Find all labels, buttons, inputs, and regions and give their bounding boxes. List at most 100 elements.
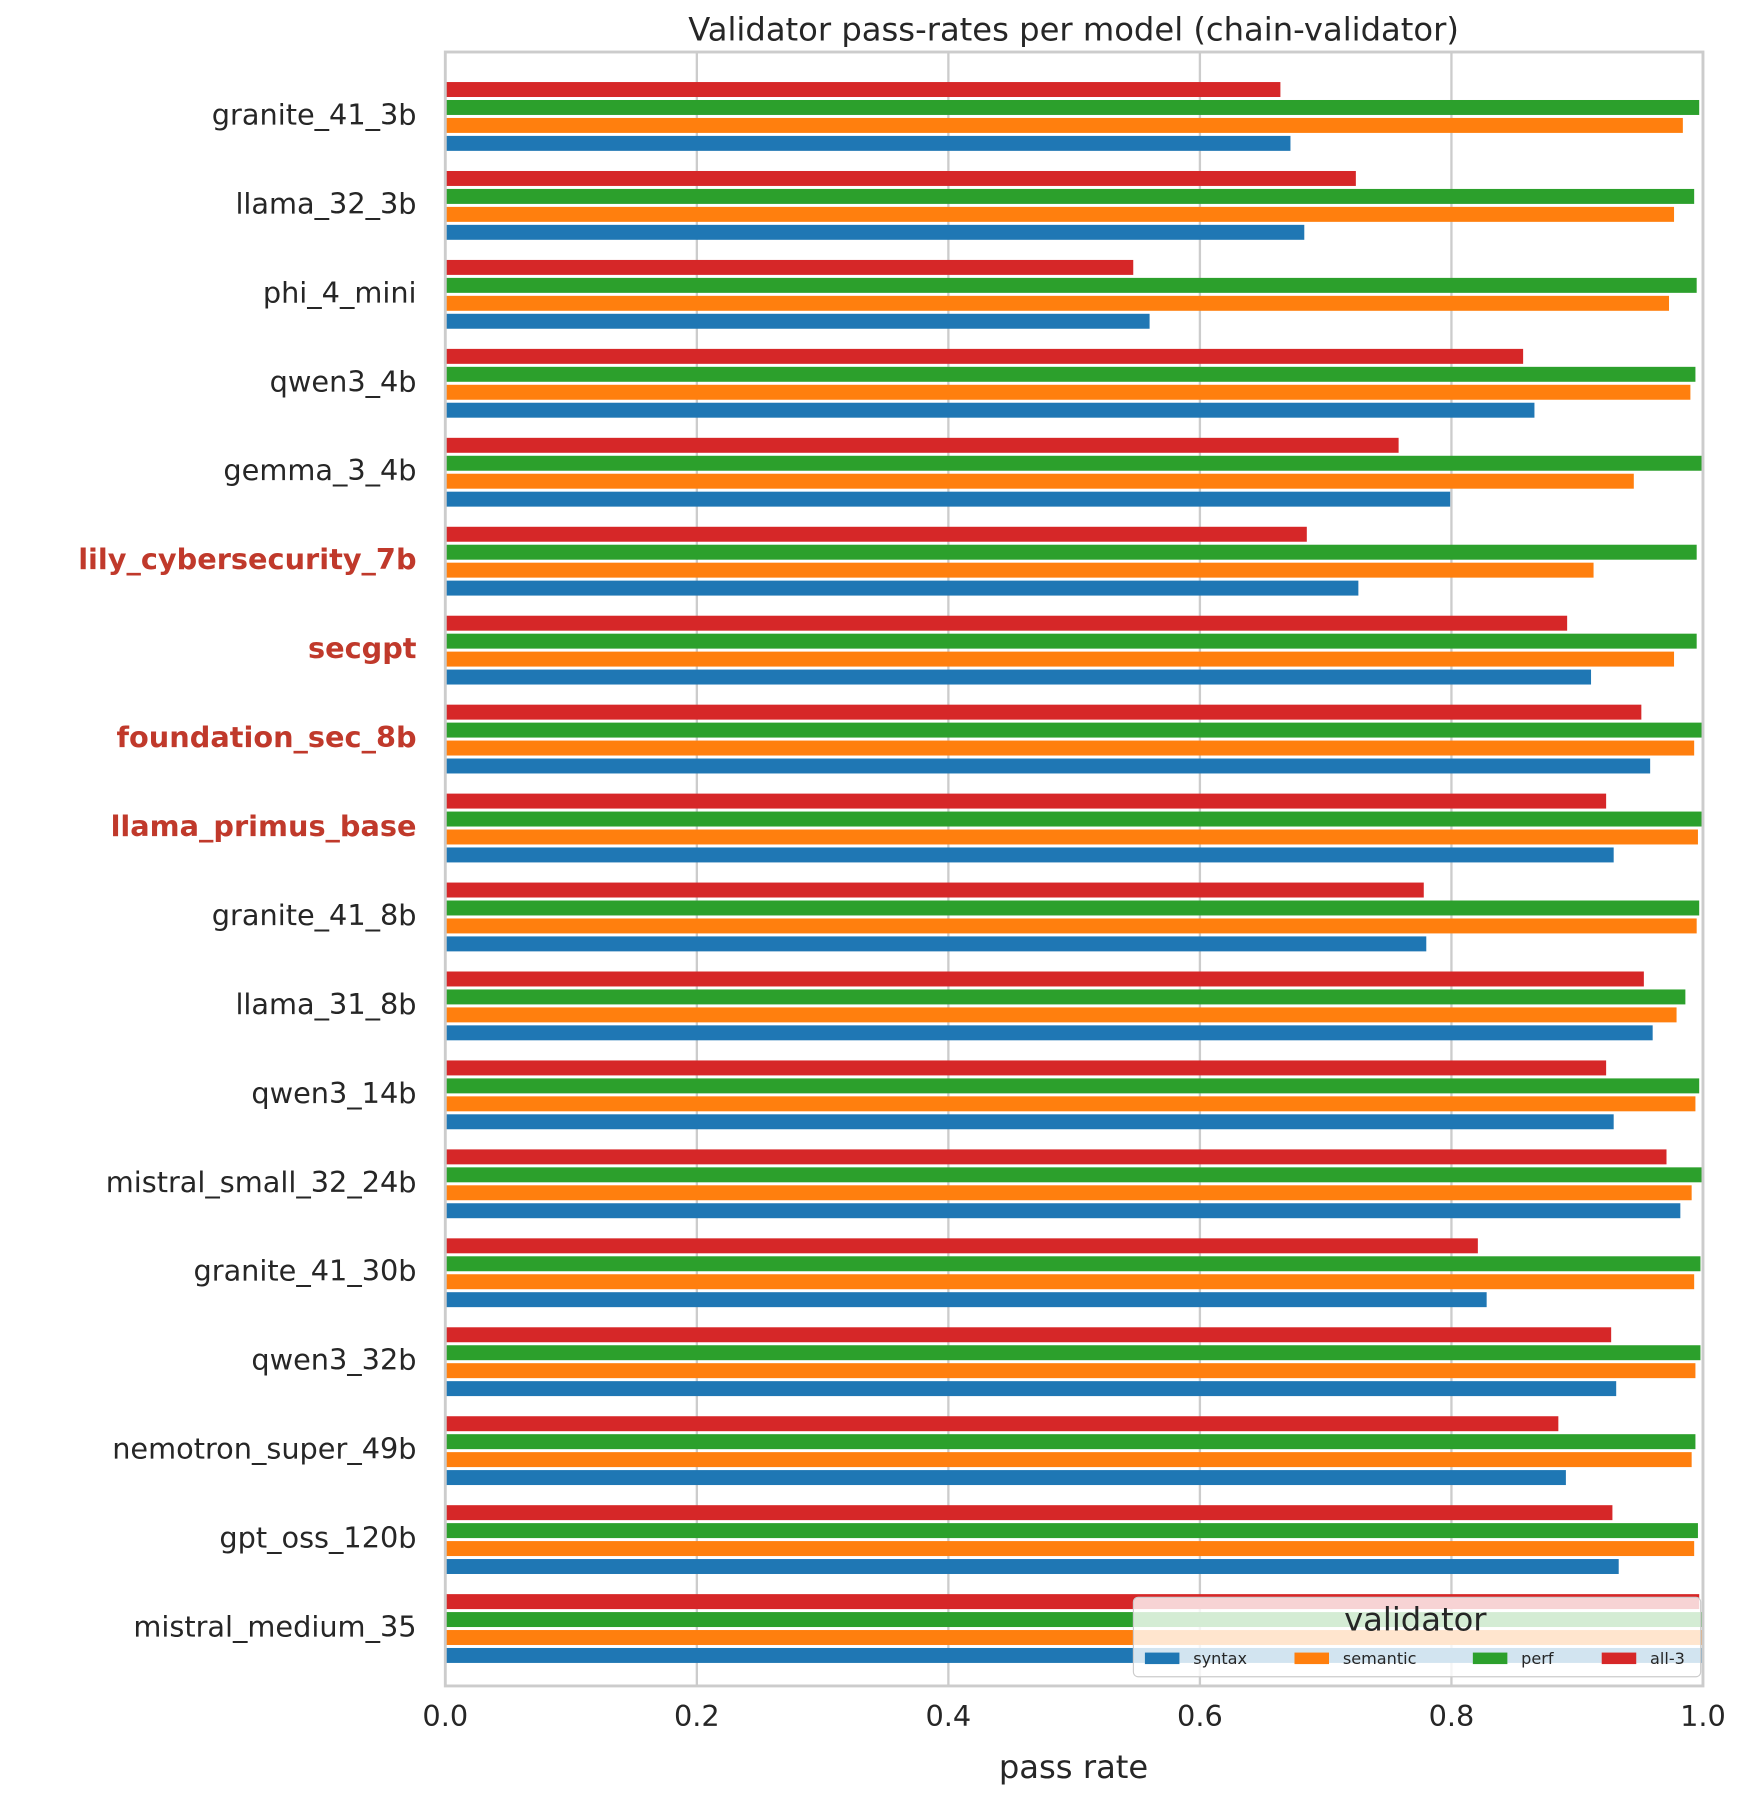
bar [445,989,1686,1005]
bar [445,740,1695,756]
chart-title: Validator pass-rates per model (chain-va… [688,10,1459,48]
bar [445,437,1399,453]
legend-swatch [1144,1652,1180,1665]
y-tick-label: granite_41_30b [194,1254,417,1288]
y-tick-label: granite_41_3b [212,97,417,131]
bar [445,793,1607,809]
bar [445,971,1644,987]
x-tick-label: 1.0 [1680,1699,1726,1733]
bar [445,170,1356,186]
x-tick-label: 0.0 [422,1699,468,1733]
legend-label: perf [1521,1649,1554,1668]
bar [445,1274,1695,1290]
bar [445,829,1698,845]
bar [445,882,1424,898]
bar [445,1523,1698,1539]
bar [445,704,1642,720]
bar [445,811,1702,827]
bar [445,562,1594,578]
legend-label: all-3 [1650,1649,1685,1668]
bar [445,1167,1702,1183]
y-tick-label: gpt_oss_120b [219,1521,416,1555]
bar [445,473,1634,489]
y-tick-label: mistral_small_32_24b [106,1165,417,1199]
bar [445,1363,1696,1379]
bar [445,491,1451,507]
y-tick-label: nemotron_super_49b [112,1432,416,1466]
x-axis-label: pass rate [999,1748,1148,1786]
bar [445,1256,1701,1272]
bar [445,1114,1614,1130]
bar [445,1203,1681,1219]
bar [445,1078,1700,1094]
bar [445,900,1700,916]
bar [445,135,1291,151]
bar [445,402,1535,418]
y-tick-label: qwen3_4b [270,364,417,398]
bar [445,277,1697,293]
bar [445,384,1691,400]
x-tick-label: 0.6 [1177,1699,1223,1733]
y-tick-label: qwen3_32b [251,1343,416,1377]
bar [445,526,1307,542]
bar [445,1327,1612,1343]
bar [445,847,1614,863]
bar [445,633,1697,649]
y-tick-label: llama_32_3b [235,186,416,220]
bar [445,82,1281,98]
bar [445,936,1427,952]
x-tick-label: 0.2 [674,1699,720,1733]
plot-frame [443,50,1705,1688]
bar [445,1007,1677,1023]
y-tick-label: mistral_medium_35 [133,1610,416,1644]
bar [445,366,1696,382]
y-tick-label: granite_41_8b [212,898,417,932]
bar [445,1060,1607,1076]
y-tick-label: gemma_3_4b [223,453,416,487]
bar [445,1541,1695,1557]
bar [445,224,1305,240]
bar [445,1470,1566,1486]
y-tick-label: foundation_sec_8b [117,720,417,754]
bar [445,1185,1692,1201]
bar [445,99,1700,115]
bar [445,1559,1619,1574]
bar [445,1434,1696,1450]
bar [445,117,1683,133]
y-tick-label: qwen3_14b [251,1076,416,1110]
bar [445,295,1670,311]
bar [445,1025,1653,1041]
legend-swatch [1601,1652,1637,1665]
bar [445,206,1675,222]
legend-box [1132,1596,1702,1678]
y-tick-label: secgpt [308,631,417,665]
bar [445,1345,1701,1361]
y-tick-label: llama_31_8b [235,987,416,1021]
legend-label: syntax [1193,1649,1247,1668]
bar [445,1416,1559,1432]
legend-title: validator [1344,1601,1487,1639]
legend-swatch [1472,1652,1508,1665]
bar [445,188,1695,204]
x-tick-label: 0.8 [1429,1699,1475,1733]
bar [445,259,1134,275]
bar [445,1238,1478,1254]
y-tick-label: lily_cybersecurity_7b [78,542,416,576]
bar [445,580,1359,596]
y-tick-label: llama_primus_base [111,809,417,843]
y-tick-label: phi_4_mini [263,275,417,309]
bar [445,1096,1696,1112]
x-tick-label: 0.4 [926,1699,972,1733]
bar [445,1149,1667,1165]
bar [445,722,1703,738]
bar [445,651,1675,667]
bar [445,669,1592,685]
bar [445,1381,1617,1397]
bar [445,615,1568,631]
bar [445,1292,1487,1308]
legend-label: semantic [1343,1649,1417,1668]
bar [445,348,1524,364]
bar [445,1505,1613,1521]
bar [445,455,1702,471]
